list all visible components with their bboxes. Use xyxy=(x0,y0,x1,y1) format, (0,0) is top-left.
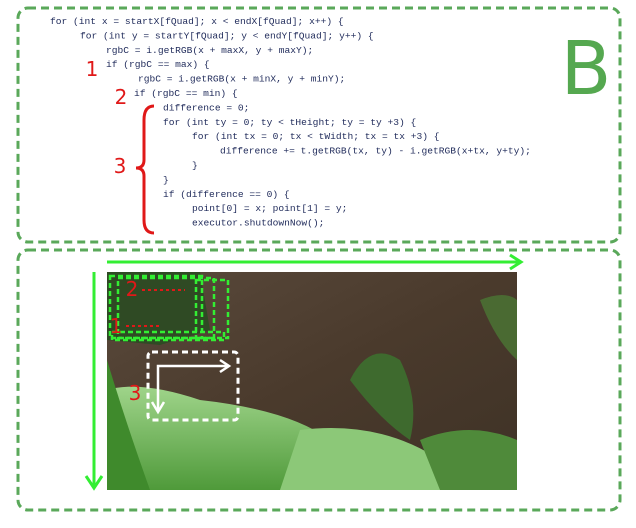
image-marker: 2 xyxy=(126,277,139,301)
code-line: difference = 0; xyxy=(163,102,249,113)
code-box xyxy=(16,6,622,244)
search-windows xyxy=(108,274,230,342)
code-line: for (int tx = 0; tx < tWidth; tx = tx +3… xyxy=(192,131,440,142)
image-marker: 3 xyxy=(129,381,142,405)
code-line: for (int ty = 0; ty < tHeight; ty = ty +… xyxy=(163,117,416,128)
template-arrows xyxy=(156,364,228,410)
code-line: rgbC = i.getRGB(x + maxX, y + maxY); xyxy=(106,45,313,56)
image-box xyxy=(16,248,622,512)
code-marker: 2 xyxy=(115,85,128,109)
code-line: point[0] = x; point[1] = y; xyxy=(192,203,347,214)
photo xyxy=(107,272,517,490)
code-marker: 1 xyxy=(86,57,99,81)
arrow-head xyxy=(84,475,104,491)
code-block: for (int x = startX[fQuad]; x < endX[fQu… xyxy=(50,16,531,229)
brace xyxy=(135,104,155,235)
code-line: } xyxy=(163,174,169,185)
arrow-head xyxy=(150,358,232,415)
code-line: difference += t.getRGB(tx, ty) - i.getRG… xyxy=(220,146,531,157)
code-line: if (rgbC == max) { xyxy=(106,59,210,70)
code-line: if (rgbC == min) { xyxy=(134,88,238,99)
code-line: for (int y = startY[fQuad]; y < endY[fQu… xyxy=(80,30,374,41)
arrow-head xyxy=(509,253,524,271)
code-marker: 3 xyxy=(114,154,127,178)
code-line: for (int x = startX[fQuad]; x < endX[fQu… xyxy=(50,16,344,27)
code-line: rgbC = i.getRGB(x + minX, y + minY); xyxy=(138,74,345,85)
code-line: if (difference == 0) { xyxy=(163,189,290,200)
code-line: executor.shutdownNow(); xyxy=(192,218,324,229)
code-line: } xyxy=(192,160,198,171)
template-window xyxy=(146,350,240,422)
panel-label: B xyxy=(561,26,612,112)
image-marker: 1 xyxy=(110,314,123,338)
